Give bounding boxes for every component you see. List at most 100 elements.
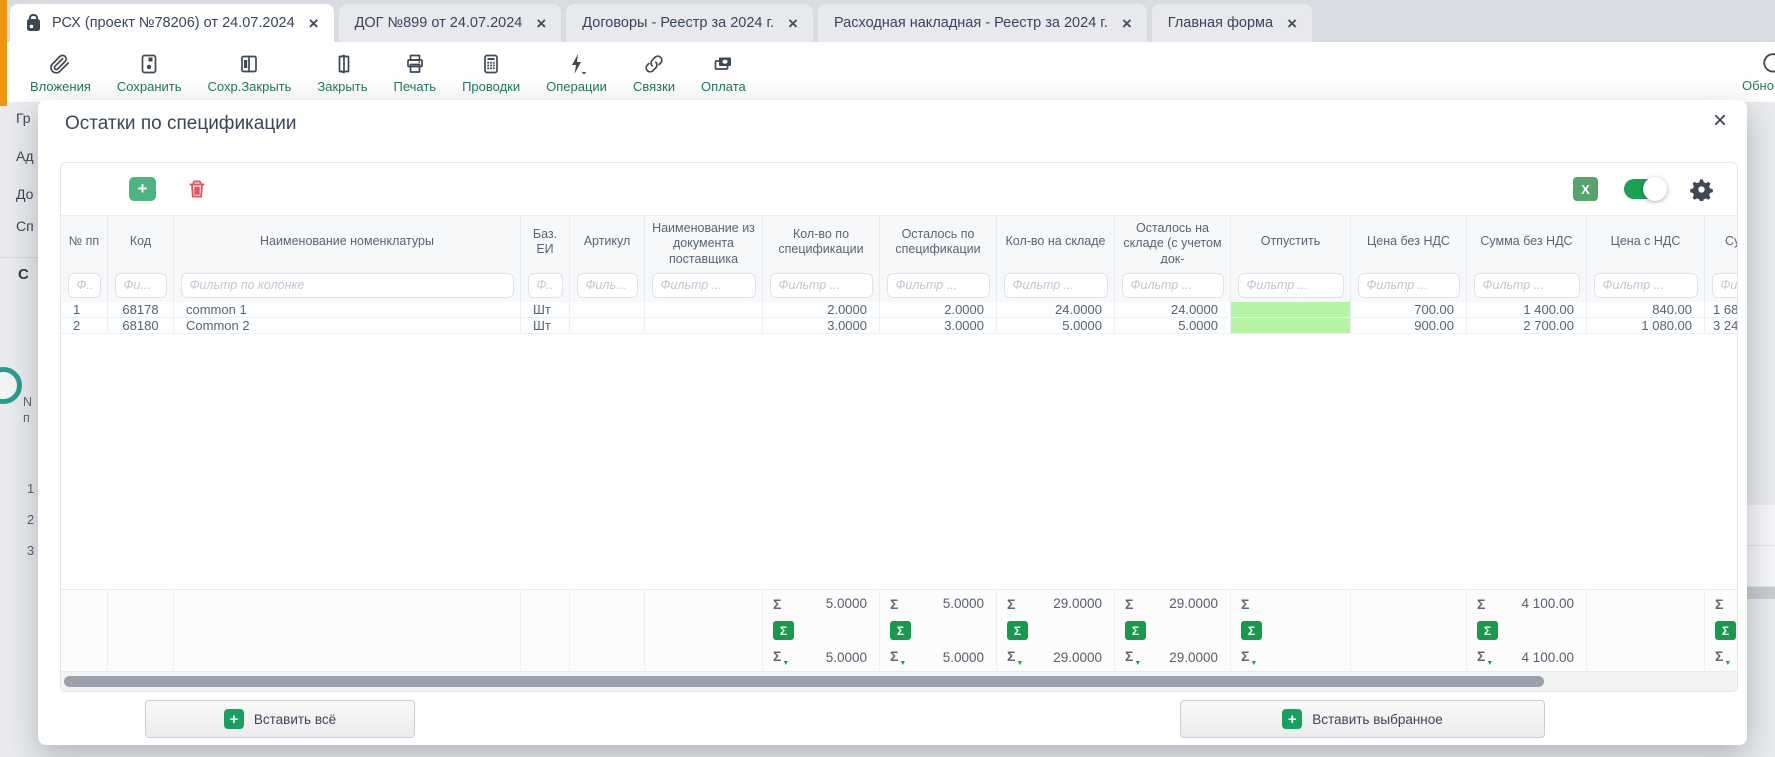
toolbar-button-save[interactable]: Сохранить: [117, 51, 182, 94]
background-section-label: С: [18, 266, 29, 283]
side-panel-handle[interactable]: [0, 367, 22, 404]
column-filter-input[interactable]: [1473, 272, 1580, 298]
table-cell: 1 400.00: [1467, 302, 1587, 317]
tab-4[interactable]: Расходная накладная - Реестр за 2024 г. ×: [817, 4, 1147, 42]
tab-1[interactable]: РСХ (проект №78206) от 24.07.2024 ×: [10, 4, 334, 42]
column-header: № пп: [68, 234, 100, 249]
sum-button[interactable]: Σ: [773, 621, 794, 640]
view-toggle[interactable]: [1624, 177, 1667, 201]
table-cell: 3.0000: [763, 318, 880, 333]
column-header-cell: Цена без НДС: [1351, 216, 1467, 268]
refresh-icon: [1758, 50, 1775, 76]
column-filter-input[interactable]: [67, 272, 101, 298]
column-filter-input[interactable]: [180, 272, 514, 298]
main-toolbar: Вложения Сохранить Сохр.Закрыть Закрыть Печа…: [0, 42, 1775, 102]
filter-funnel-icon: ▼: [899, 659, 907, 667]
filter-funnel-icon: ▼: [782, 659, 790, 667]
horizontal-scrollbar[interactable]: [61, 671, 1737, 691]
toolbar-button-operations[interactable]: Операции: [546, 51, 607, 94]
table-cell: 2.0000: [880, 302, 997, 317]
column-filter-input[interactable]: [651, 272, 756, 298]
dispense-cell[interactable]: [1231, 302, 1351, 317]
toolbar-button-links[interactable]: Связки: [633, 51, 675, 94]
delete-row-button[interactable]: [186, 178, 208, 200]
sum-button[interactable]: Σ: [1715, 621, 1736, 640]
door-icon: [330, 51, 354, 77]
toolbar-button-save-and-close[interactable]: Сохр.Закрыть: [208, 51, 291, 94]
toolbar-button-postings[interactable]: Проводки: [462, 51, 520, 94]
column-header-cell: Кол-во по спецификации: [763, 216, 880, 268]
summary-row: Σ▼ 5.0000 Σ▼ 5.0000 Σ▼ 29.0000 Σ▼ 29.0000 Σ▼ Σ▼ 4 …: [61, 644, 1737, 671]
column-filter-input[interactable]: [1593, 272, 1698, 298]
filter-funnel-icon: ▼: [1016, 659, 1024, 667]
table-cell: 5.0000: [1115, 318, 1231, 333]
table-cell: [570, 318, 645, 333]
table-cell: 24.0000: [1115, 302, 1231, 317]
summary-row: Σ 5.0000 Σ 5.0000 Σ 29.0000 Σ 29.0000 Σ Σ 4 100.00…: [61, 590, 1737, 617]
toolbar-button-print[interactable]: Печать: [393, 51, 436, 94]
column-filter-input[interactable]: [1237, 272, 1344, 298]
column-filter-input[interactable]: [1003, 272, 1108, 298]
tab-2[interactable]: ДОГ №899 от 24.07.2024 ×: [338, 4, 562, 42]
tab-close-icon[interactable]: ×: [536, 13, 547, 33]
toolbar-button-payment[interactable]: Оплата: [701, 51, 746, 94]
settings-gear-button[interactable]: [1690, 178, 1713, 201]
table-cell: 2 700.00: [1467, 318, 1587, 333]
grid-summary-footer: Σ 5.0000 Σ 5.0000 Σ 29.0000 Σ 29.0000 Σ Σ 4 100.00…: [61, 589, 1737, 671]
toolbar-button-refresh[interactable]: Обновить: [1742, 50, 1775, 93]
filtered-sum-value: 29.0000: [1169, 650, 1218, 665]
tab-5[interactable]: Главная форма ×: [1151, 4, 1313, 42]
column-header-cell: № пп: [61, 216, 108, 268]
column-header-cell: Наименование из документа поставщика: [645, 216, 763, 268]
toolbar-button-attachments[interactable]: Вложения: [30, 51, 91, 94]
grid-body: 1 68178 common 1 Шт 2.0000 2.0000 24.0000 24.00…: [61, 302, 1737, 334]
modal-title: Остатки по спецификации: [65, 113, 297, 134]
sum-icon: Σ: [1007, 595, 1016, 612]
filtered-sum-icon: Σ▼: [890, 648, 907, 667]
column-filter-input[interactable]: [1711, 272, 1737, 298]
add-row-button[interactable]: +: [129, 177, 156, 201]
insert-all-button[interactable]: + Вставить всё: [145, 700, 415, 738]
table-cell: 1 680.00: [1705, 302, 1737, 317]
column-filter-input[interactable]: [576, 272, 638, 298]
filter-funnel-icon: ▼: [1486, 659, 1494, 667]
modal-close-button[interactable]: ×: [1712, 107, 1727, 134]
table-row[interactable]: 2 68180 Common 2 Шт 3.0000 3.0000 5.0000 5.0000…: [61, 318, 1737, 334]
column-header-cell: Артикул: [570, 216, 645, 268]
column-header: Код: [129, 234, 152, 249]
table-cell: [645, 302, 763, 317]
column-header: Артикул: [583, 234, 631, 249]
sum-button[interactable]: Σ: [890, 621, 911, 640]
column-header: Сумма без НДС: [1480, 234, 1573, 249]
scrollbar-thumb[interactable]: [64, 676, 1544, 687]
tab-close-icon[interactable]: ×: [1287, 13, 1298, 33]
tab-3[interactable]: Договоры - Реестр за 2024 г. ×: [566, 4, 813, 42]
excel-export-button[interactable]: X: [1573, 177, 1598, 201]
insert-selected-button[interactable]: + Вставить выбранное: [1180, 700, 1545, 738]
table-cell: 900.00: [1351, 318, 1467, 333]
column-header: Осталось на складе (с учетом док-: [1123, 220, 1222, 264]
save-icon: [137, 51, 161, 77]
column-filter-input[interactable]: [769, 272, 873, 298]
sum-button[interactable]: Σ: [1477, 621, 1498, 640]
toolbar-button-close[interactable]: Закрыть: [317, 51, 367, 94]
sum-button[interactable]: Σ: [1007, 621, 1028, 640]
background-grid-header: N п: [23, 395, 33, 425]
column-filter-input[interactable]: [527, 272, 563, 298]
tab-close-icon[interactable]: ×: [308, 13, 319, 33]
active-tab-accent: [0, 0, 7, 106]
column-header: Цена без НДС: [1367, 234, 1450, 249]
column-filter-input[interactable]: [886, 272, 990, 298]
document-icon: [26, 14, 41, 32]
tab-close-icon[interactable]: ×: [1121, 13, 1132, 33]
column-filter-input[interactable]: [1121, 272, 1224, 298]
payment-icon: [711, 51, 735, 77]
table-row[interactable]: 1 68178 common 1 Шт 2.0000 2.0000 24.0000 24.00…: [61, 302, 1737, 318]
column-filter-input[interactable]: [1357, 272, 1460, 298]
sum-button[interactable]: Σ: [1241, 621, 1262, 640]
column-header: Кол-во на складе: [1005, 234, 1106, 249]
tab-close-icon[interactable]: ×: [788, 13, 798, 33]
column-filter-input[interactable]: [114, 272, 167, 298]
dispense-cell[interactable]: [1231, 318, 1351, 333]
sum-button[interactable]: Σ: [1125, 621, 1146, 640]
